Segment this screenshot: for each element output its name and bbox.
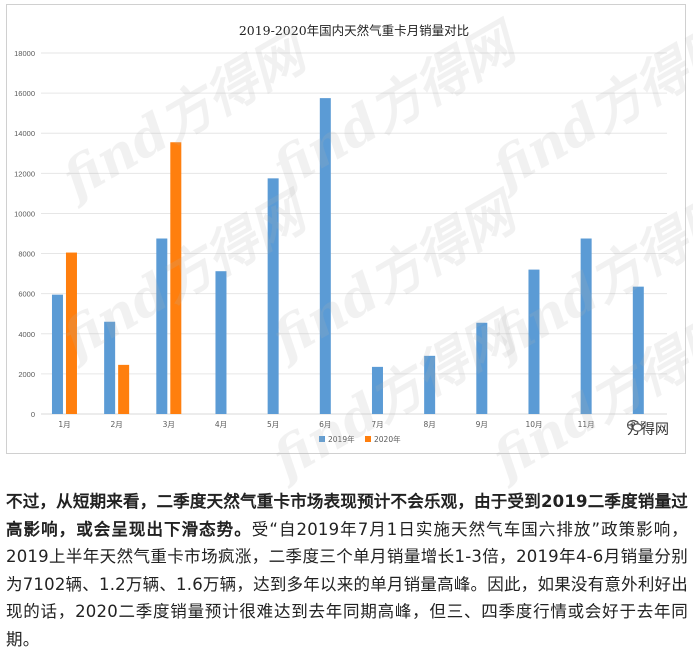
brand-label: 方得网	[627, 419, 669, 439]
x-tick-label: 5月	[267, 420, 279, 429]
y-tick-label: 14000	[14, 129, 35, 138]
article-paragraph: 不过，从短期来看，二季度天然气重卡市场表现预计不会乐观，由于受到2019二季度销…	[6, 488, 688, 653]
x-tick-label: 4月	[215, 420, 227, 429]
bar-2019年-1月	[51, 294, 63, 414]
y-tick-label: 4000	[18, 330, 35, 339]
legend-swatch	[365, 436, 371, 442]
paragraph-normal: 受“自2019年7月1日实施天然气车国六排放”政策影响，2019上半年天然气重卡…	[6, 519, 688, 649]
wechat-icon	[627, 419, 643, 432]
bar-2019年-4月	[215, 271, 227, 414]
bar-2019年-12月	[632, 286, 644, 414]
x-tick-label: 10月	[525, 420, 542, 429]
x-tick-label: 3月	[163, 420, 175, 429]
chart-frame: 2019-2020年国内天然气重卡月销量对比 0 2000 4000 6000 8000 1…	[6, 4, 693, 490]
y-tick-label: 18000	[14, 49, 35, 58]
bar-2019年-8月	[424, 355, 436, 414]
bar-2019年-9月	[476, 322, 488, 414]
x-tick-label: 1月	[58, 420, 70, 429]
legend-entry: 2020年	[374, 434, 401, 444]
bar-2019年-2月	[104, 321, 116, 414]
x-tick-label: 7月	[371, 420, 383, 429]
paragraph-bold: 不过，从短期来看，二季度天然气重卡市场表现预计不会乐观，由于受到2019二季度销…	[6, 492, 688, 539]
y-tick-label: 16000	[14, 89, 35, 98]
x-tick-label: 2月	[111, 420, 123, 429]
chart-title: 2019-2020年国内天然气重卡月销量对比	[239, 23, 469, 38]
bar-2019年-5月	[267, 178, 279, 414]
y-tick-label: 2000	[18, 370, 35, 379]
y-tick-label: 8000	[18, 250, 35, 259]
x-tick-label: 6月	[319, 420, 331, 429]
y-tick-label: 12000	[14, 169, 35, 178]
bar-2020年-3月	[170, 142, 182, 414]
y-tick-label: 10000	[14, 209, 35, 218]
y-tick-label: 0	[31, 410, 35, 419]
x-tick-label: 9月	[476, 420, 488, 429]
legend-swatch	[319, 436, 325, 442]
bar-2019年-3月	[156, 238, 168, 414]
bar-2020年-1月	[65, 252, 77, 414]
bar-2019年-7月	[371, 366, 383, 414]
bar-2020年-2月	[118, 364, 130, 414]
legend-entry: 2019年	[328, 434, 355, 444]
bar-2019年-6月	[319, 98, 331, 414]
bar-chart: 2019-2020年国内天然气重卡月销量对比 0 2000 4000 6000 8000 1…	[14, 23, 667, 444]
y-tick-label: 6000	[18, 290, 35, 299]
bar-2019年-10月	[528, 269, 540, 414]
x-tick-label: 11月	[578, 420, 595, 429]
x-tick-label: 8月	[424, 420, 436, 429]
bar-2019年-11月	[580, 238, 592, 414]
